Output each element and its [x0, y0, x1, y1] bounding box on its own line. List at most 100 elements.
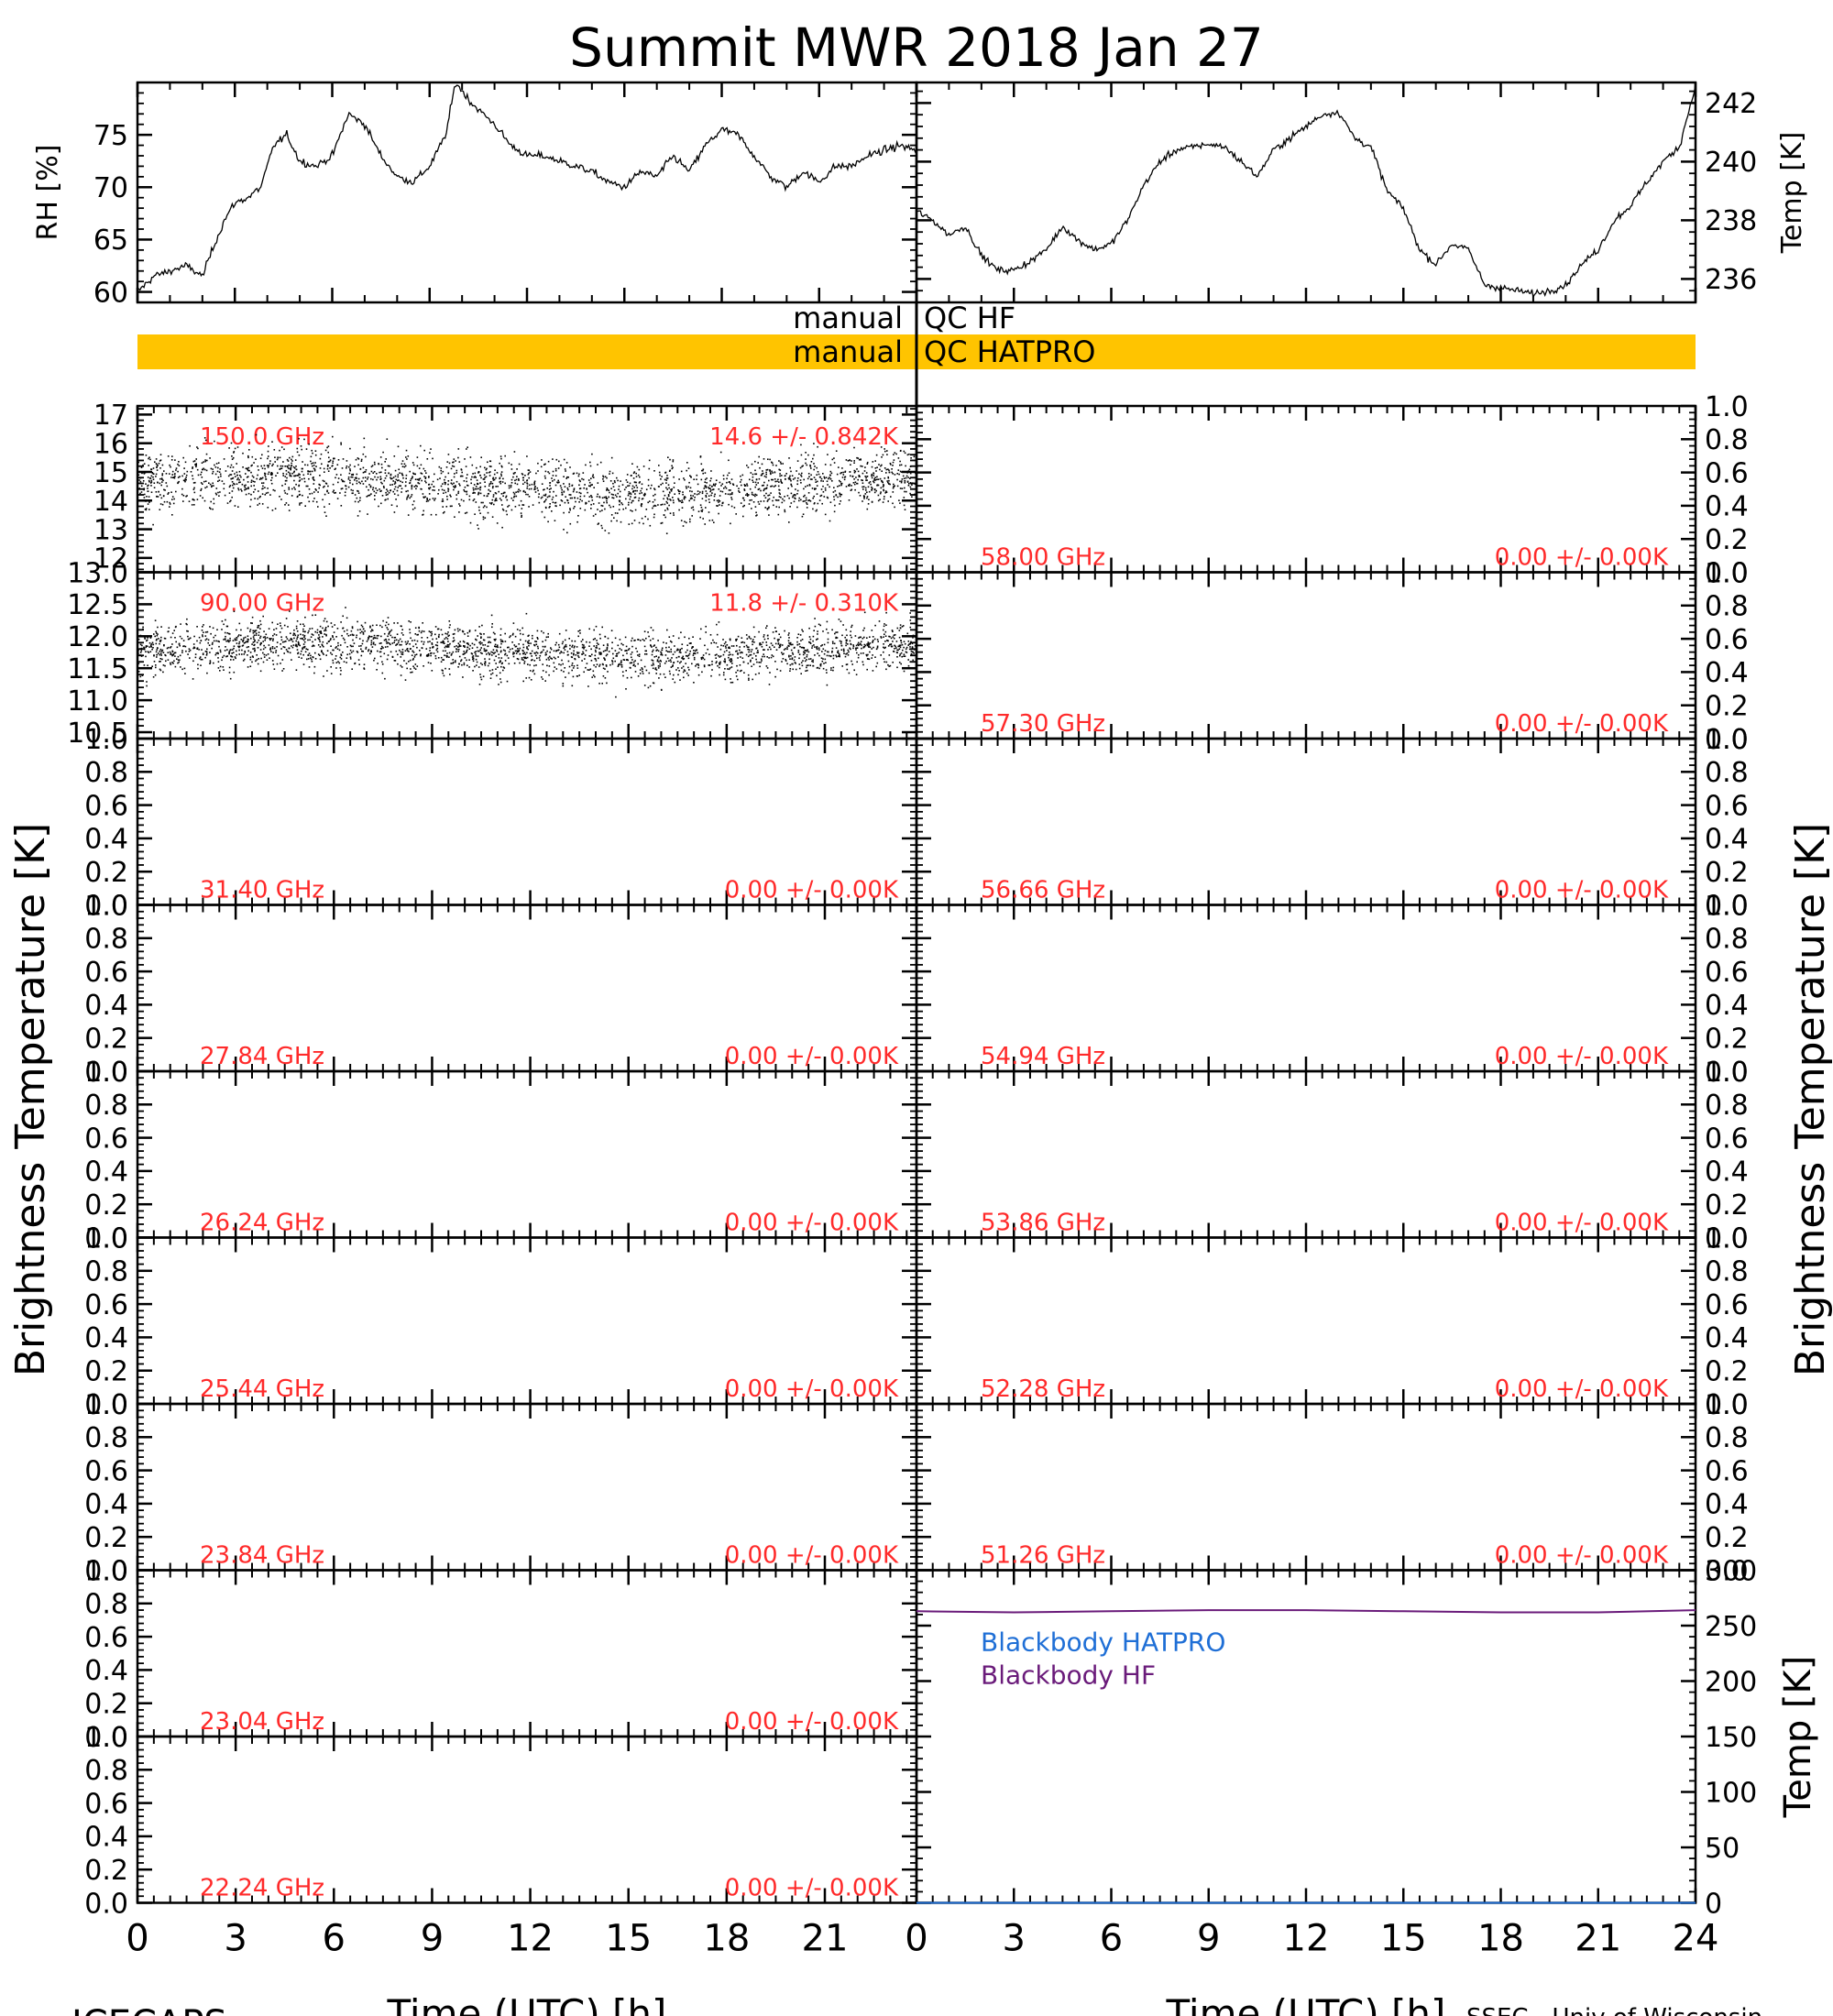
data-point — [235, 657, 236, 660]
data-point — [600, 504, 603, 507]
data-point — [657, 504, 659, 506]
data-point — [269, 494, 271, 496]
data-point — [527, 493, 529, 496]
data-point — [500, 657, 503, 659]
data-point — [267, 507, 269, 509]
data-point — [664, 516, 666, 519]
data-point — [477, 650, 479, 652]
data-point — [423, 476, 425, 477]
data-point — [900, 641, 903, 644]
y-tick-label: 17 — [93, 400, 128, 432]
data-point — [832, 491, 835, 493]
data-point — [851, 624, 853, 627]
panel-stat-label: 11.8 +/- 0.310K — [709, 590, 899, 618]
data-point — [521, 474, 524, 476]
data-point — [637, 663, 639, 665]
data-point — [746, 483, 748, 485]
data-point — [213, 498, 214, 500]
data-point — [254, 630, 256, 633]
data-point — [890, 496, 892, 498]
data-point — [199, 495, 202, 497]
data-point — [283, 646, 286, 649]
data-point — [824, 477, 826, 479]
data-point — [566, 651, 569, 652]
data-point — [155, 639, 158, 641]
data-point — [809, 638, 812, 641]
data-point — [272, 663, 275, 665]
data-point — [797, 477, 799, 479]
data-point — [495, 663, 497, 664]
data-point — [693, 658, 696, 661]
data-point — [484, 517, 487, 519]
data-point — [761, 485, 763, 487]
data-point — [598, 643, 599, 645]
data-point — [245, 473, 247, 475]
data-point — [909, 477, 911, 479]
data-point — [413, 507, 416, 509]
data-point — [342, 480, 344, 483]
data-point — [275, 652, 277, 653]
data-point — [697, 652, 698, 654]
data-point — [597, 523, 599, 525]
data-point — [643, 665, 646, 668]
data-point — [906, 454, 909, 456]
data-point — [810, 461, 813, 463]
data-point — [143, 647, 146, 650]
data-point — [597, 482, 599, 484]
data-point — [452, 663, 454, 664]
data-point — [667, 456, 669, 458]
data-point — [712, 488, 714, 491]
data-point — [833, 462, 836, 464]
data-point — [491, 672, 494, 674]
data-point — [857, 641, 860, 644]
data-point — [347, 477, 350, 478]
data-point — [385, 491, 387, 494]
data-point — [768, 498, 771, 500]
data-point — [776, 668, 778, 671]
data-point — [469, 521, 472, 524]
data-point — [331, 626, 334, 628]
data-point — [224, 631, 226, 634]
data-point — [212, 627, 214, 630]
data-point — [739, 646, 741, 648]
data-point — [519, 652, 521, 655]
data-point — [261, 488, 263, 490]
data-point — [652, 501, 654, 503]
data-point — [540, 466, 543, 468]
data-point — [214, 473, 217, 476]
data-point — [634, 639, 636, 641]
data-point — [202, 635, 203, 638]
data-point — [228, 492, 231, 494]
data-point — [719, 666, 720, 669]
data-point — [428, 476, 430, 477]
data-point — [603, 501, 605, 504]
data-point — [236, 483, 238, 485]
data-point — [185, 474, 188, 477]
data-point — [798, 499, 800, 502]
data-point — [816, 493, 818, 495]
data-point — [906, 646, 908, 649]
data-point — [664, 676, 666, 678]
data-point — [711, 486, 713, 488]
data-point — [653, 495, 654, 497]
data-point — [851, 663, 853, 665]
data-point — [680, 520, 683, 521]
data-point — [445, 506, 448, 508]
data-point — [501, 481, 504, 483]
data-point — [505, 495, 508, 498]
data-point — [911, 642, 914, 645]
data-point — [452, 633, 455, 635]
data-point — [477, 472, 479, 474]
data-point — [320, 632, 322, 634]
data-point — [224, 494, 226, 497]
data-point — [533, 481, 535, 484]
data-point — [679, 662, 681, 664]
data-point — [214, 464, 215, 466]
data-point — [567, 660, 570, 663]
data-point — [728, 656, 730, 659]
data-point — [209, 457, 211, 459]
data-point — [583, 644, 585, 646]
data-point — [673, 514, 675, 516]
data-point — [510, 468, 513, 470]
data-point — [270, 479, 272, 481]
